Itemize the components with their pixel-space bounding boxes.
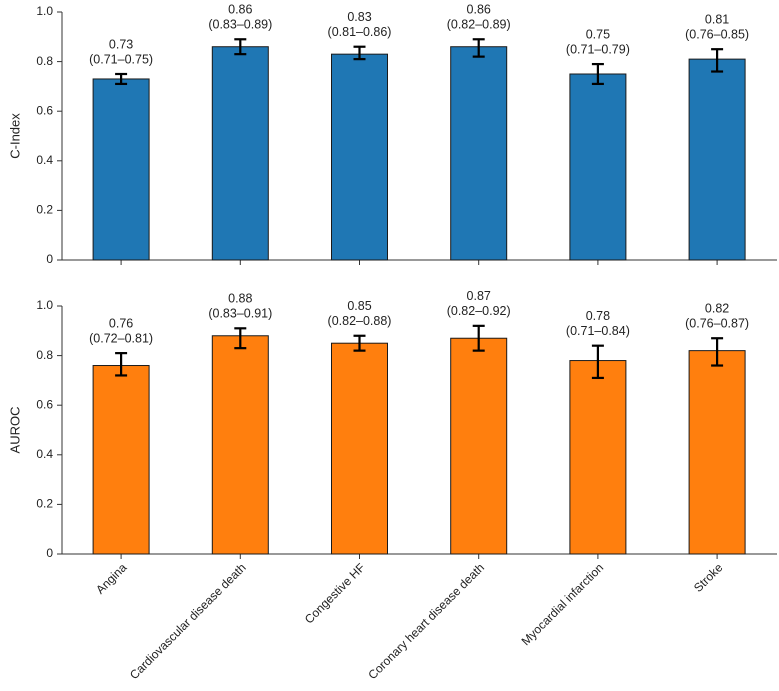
ci-label: (0.71–0.84) xyxy=(566,324,630,338)
bar xyxy=(569,360,627,555)
ci-label: (0.72–0.81) xyxy=(89,331,153,345)
ci-label: (0.83–0.89) xyxy=(208,18,272,32)
y-tick-label: 0.8 xyxy=(36,54,53,68)
value-label: 0.88 xyxy=(228,292,252,306)
bar xyxy=(331,342,388,555)
ci-label: (0.76–0.85) xyxy=(685,27,749,41)
value-label: 0.78 xyxy=(586,309,610,323)
value-label: 0.81 xyxy=(705,12,729,26)
bar xyxy=(331,53,388,261)
bar xyxy=(211,335,269,555)
value-label: 0.83 xyxy=(347,10,371,24)
ci-label: (0.71–0.75) xyxy=(89,52,153,66)
value-label: 0.75 xyxy=(586,27,610,41)
x-tick-label: Congestive HF xyxy=(302,560,368,626)
x-tick-label: Angina xyxy=(93,560,130,597)
y-tick-label: 0.4 xyxy=(36,153,53,167)
ci-label: (0.83–0.91) xyxy=(208,307,272,321)
y-tick-label: 0.8 xyxy=(36,348,53,362)
value-label: 0.73 xyxy=(109,37,133,51)
value-label: 0.86 xyxy=(228,3,252,17)
value-label: 0.82 xyxy=(705,302,729,316)
y-axis-label: C-Index xyxy=(7,113,22,159)
bar xyxy=(92,78,150,261)
bar xyxy=(211,46,269,261)
y-axis-label: AUROC xyxy=(7,407,22,454)
value-label: 0.87 xyxy=(467,289,491,303)
value-label: 0.86 xyxy=(467,3,491,17)
ci-label: (0.82–0.88) xyxy=(328,314,392,328)
ci-label: (0.76–0.87) xyxy=(685,317,749,331)
ci-label: (0.82–0.89) xyxy=(447,18,511,32)
bar xyxy=(688,350,746,555)
y-tick-label: 0.6 xyxy=(36,103,53,117)
value-label: 0.85 xyxy=(347,299,371,313)
y-tick-label: 0.2 xyxy=(36,497,53,511)
y-tick-label: 0 xyxy=(46,546,53,560)
x-tick-label: Cardiovascular disease death xyxy=(127,560,249,682)
bar xyxy=(688,58,746,261)
y-tick-label: 1.0 xyxy=(36,298,53,312)
y-tick-label: 1.0 xyxy=(36,4,53,18)
value-label: 0.76 xyxy=(109,316,133,330)
x-tick-label: Myocardial infarction xyxy=(519,560,607,648)
y-tick-label: 0.6 xyxy=(36,397,53,411)
y-tick-label: 0 xyxy=(46,252,53,266)
y-tick-label: 0.2 xyxy=(36,203,53,217)
x-tick-label: Coronary heart disease death xyxy=(365,560,487,682)
ci-label: (0.71–0.79) xyxy=(566,42,630,56)
bar xyxy=(450,46,508,261)
ci-label: (0.81–0.86) xyxy=(328,25,392,39)
bar xyxy=(450,337,508,555)
x-tick-label: Stroke xyxy=(691,560,726,595)
y-tick-label: 0.4 xyxy=(36,447,53,461)
ci-label: (0.82–0.92) xyxy=(447,304,511,318)
bar xyxy=(569,73,627,261)
bar xyxy=(92,365,150,555)
